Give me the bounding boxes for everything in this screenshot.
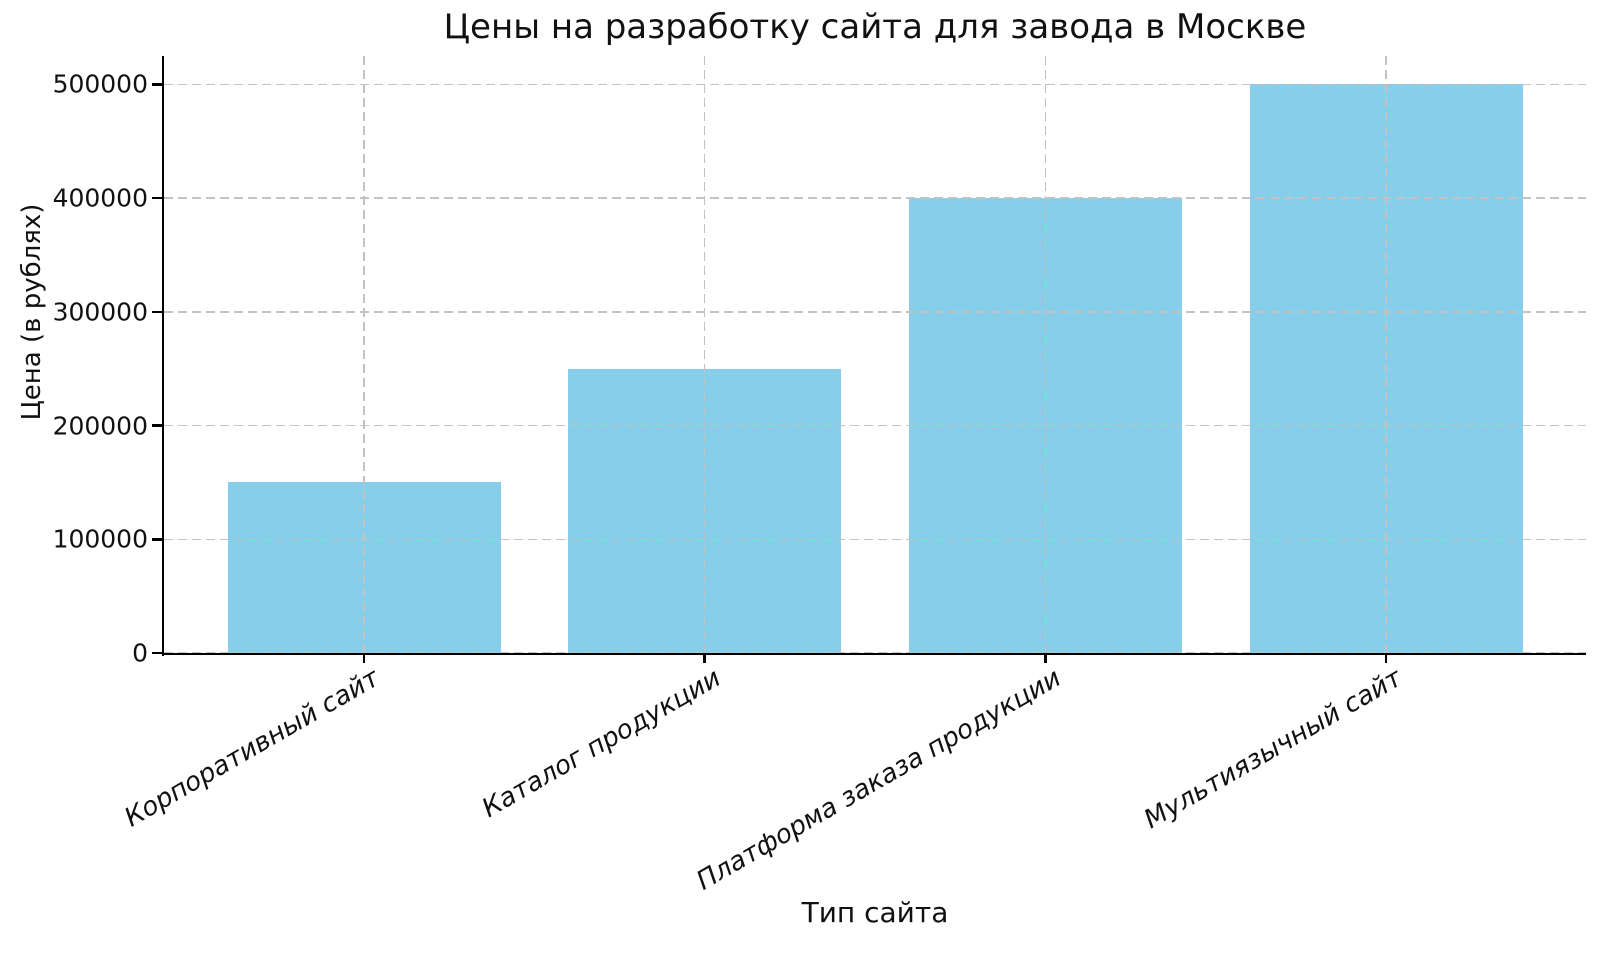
x-tick-label-3: Платформа заказа продукции	[691, 663, 1067, 897]
x-tick-mark-2	[703, 654, 706, 663]
bar-1	[227, 482, 501, 653]
y-tick-label-300000: 300000	[52, 297, 148, 327]
y-tick-mark-0	[152, 651, 162, 655]
y-tick-mark-200000	[152, 424, 162, 427]
y-tick-label-200000: 200000	[52, 411, 148, 441]
bar-4	[1249, 84, 1523, 653]
h-gridline-100000	[164, 538, 1586, 541]
y-tick-label-400000: 400000	[52, 183, 148, 213]
x-tick-mark-1	[362, 654, 366, 663]
bottom-spine	[161, 652, 1586, 655]
v-gridline-3	[1044, 56, 1047, 653]
y-tick-mark-300000	[152, 310, 162, 314]
y-tick-label-0: 0	[132, 638, 148, 668]
y-tick-mark-500000	[152, 83, 162, 86]
y-tick-label-100000: 100000	[52, 524, 148, 554]
x-tick-label-4: Мультиязычный сайт	[1139, 663, 1407, 836]
y-tick-mark-100000	[152, 538, 162, 541]
v-gridline-2	[703, 56, 706, 653]
x-tick-mark-3	[1044, 654, 1047, 663]
bar-3	[908, 198, 1182, 653]
chart-title: Цены на разработку сайта для завода в Мо…	[443, 7, 1307, 47]
h-gridline-500000	[164, 83, 1586, 86]
h-gridline-0	[164, 652, 1586, 654]
h-gridline-200000	[164, 424, 1586, 427]
y-tick-mark-400000	[152, 196, 162, 200]
x-tick-label-1: Корпоративный сайт	[120, 663, 385, 834]
x-tick-label-2: Каталог продукции	[476, 663, 726, 824]
h-gridline-300000	[164, 311, 1586, 313]
y-axis-label: Цена (в рублях)	[17, 203, 47, 421]
x-tick-mark-4	[1384, 654, 1388, 663]
h-gridline-400000	[164, 197, 1586, 199]
v-gridline-1	[363, 56, 365, 653]
x-axis-label: Тип сайта	[801, 896, 949, 929]
bar-2	[568, 368, 842, 653]
left-spine	[161, 56, 164, 656]
y-tick-label-500000: 500000	[52, 69, 148, 99]
v-gridline-4	[1385, 56, 1387, 653]
